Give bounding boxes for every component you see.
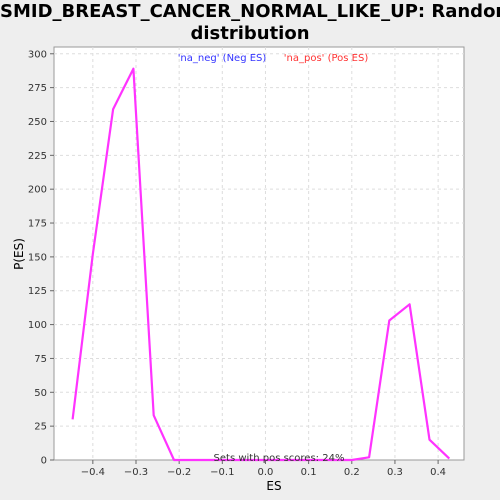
y-tick-label: 175	[28, 219, 47, 230]
y-tick-label: 125	[28, 286, 47, 297]
x-axis-title: ES	[266, 479, 281, 493]
x-tick-label: −0.3	[124, 467, 148, 478]
y-tick-label: 150	[28, 252, 47, 263]
x-tick-label: −0.4	[81, 467, 105, 478]
y-tick-label: 75	[34, 354, 47, 365]
y-tick-label: 250	[28, 117, 47, 128]
y-tick-label: 0	[41, 456, 47, 467]
y-tick-label: 25	[34, 422, 47, 433]
y-tick-label: 100	[28, 320, 47, 331]
plot-area	[53, 46, 465, 461]
y-tick-label: 300	[28, 49, 47, 60]
y-tick-label: 50	[34, 388, 47, 399]
y-tick-label: 275	[28, 83, 47, 94]
x-tick-label: 0.0	[258, 467, 274, 478]
pos-score-annotation: Sets with pos scores: 24%	[214, 453, 345, 464]
x-tick-label: 0.1	[301, 467, 317, 478]
chart-title-line-2: distribution	[190, 23, 310, 44]
legend-entry-pos: 'na_pos' (Pos ES)	[284, 53, 369, 64]
x-tick-label: 0.2	[344, 467, 360, 478]
y-tick-label: 200	[28, 185, 47, 196]
y-axis-title: P(ES)	[12, 238, 26, 270]
series-line	[71, 67, 451, 462]
chart-title-line-1: SMID_BREAST_CANCER_NORMAL_LIKE_UP: Rando…	[0, 1, 500, 22]
legend: 'na_neg' (Neg ES) 'na_pos' (Pos ES)	[178, 53, 369, 64]
x-tick-label: 0.4	[430, 467, 446, 478]
y-tick-label: 225	[28, 151, 47, 162]
legend-entry-neg: 'na_neg' (Neg ES)	[178, 53, 267, 64]
axis-layer: 0 25 50 75 100 125 150 175 200 225 250 275 300 −0.4 −0…	[28, 49, 446, 478]
x-tick-label: −0.1	[210, 467, 234, 478]
x-tick-label: −0.2	[167, 467, 191, 478]
x-tick-label: 0.3	[387, 467, 403, 478]
series-layer	[71, 67, 451, 462]
